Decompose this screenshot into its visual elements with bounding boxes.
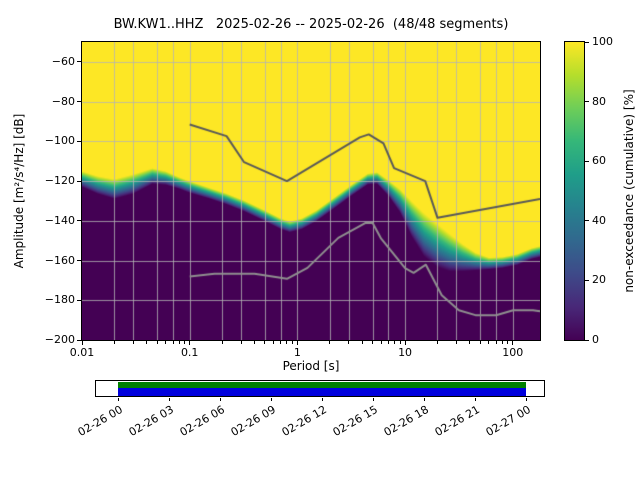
coverage-data-bar xyxy=(118,388,526,396)
y-tick-label: −160 xyxy=(44,253,75,267)
x-tick-label: 0.1 xyxy=(180,346,199,359)
colorbar-tick-label: 80 xyxy=(592,94,606,108)
x-axis-label: Period [s] xyxy=(282,359,340,373)
x-minor-tick xyxy=(455,341,457,344)
y-tick-label: −180 xyxy=(44,293,75,307)
coverage-tick xyxy=(423,398,425,401)
coverage-tick xyxy=(372,398,374,401)
y-tick xyxy=(77,140,81,142)
x-minor-tick xyxy=(372,341,374,344)
ppsd-heatmap-canvas xyxy=(82,42,540,340)
x-minor-tick xyxy=(280,341,282,344)
coverage-used-bar xyxy=(118,382,526,388)
y-tick xyxy=(77,220,81,222)
x-minor-tick xyxy=(394,341,396,344)
y-tick-label: −80 xyxy=(51,94,75,108)
coverage-tick-label: 02-26 15 xyxy=(330,403,380,439)
colorbar-tick xyxy=(585,279,589,281)
y-axis-label: Amplitude [m²/s⁴/Hz] [dB] xyxy=(12,113,26,269)
coverage-tick xyxy=(474,398,476,401)
coverage-tick-label: 02-26 21 xyxy=(432,403,482,439)
coverage-bar xyxy=(95,380,545,397)
x-minor-tick xyxy=(361,341,363,344)
x-minor-tick xyxy=(348,341,350,344)
coverage-tick xyxy=(270,398,272,401)
x-minor-tick xyxy=(329,341,331,344)
colorbar-tick-label: 100 xyxy=(592,35,613,48)
coverage-tick-label: 02-26 09 xyxy=(228,403,278,439)
x-tick xyxy=(81,341,83,345)
x-minor-tick xyxy=(132,341,134,344)
coverage-tick-label: 02-26 03 xyxy=(126,403,176,439)
x-minor-tick xyxy=(146,341,148,344)
coverage-tick xyxy=(117,398,119,401)
colorbar-tick-label: 40 xyxy=(592,213,606,227)
coverage-tick-label: 02-26 12 xyxy=(279,403,329,439)
y-tick xyxy=(77,101,81,103)
x-minor-tick xyxy=(221,341,223,344)
x-minor-tick xyxy=(165,341,167,344)
y-tick xyxy=(77,260,81,262)
x-minor-tick xyxy=(436,341,438,344)
colorbar xyxy=(564,41,585,341)
x-minor-tick xyxy=(172,341,174,344)
x-minor-tick xyxy=(495,341,497,344)
y-tick-label: −100 xyxy=(44,134,75,148)
colorbar-gradient xyxy=(565,42,584,340)
y-tick-label: −60 xyxy=(51,54,75,68)
coverage-tick-label: 02-27 00 xyxy=(483,403,533,439)
coverage-tick xyxy=(321,398,323,401)
colorbar-tick-label: 0 xyxy=(592,333,599,346)
x-minor-tick xyxy=(380,341,382,344)
plot-title: BW.KW1..HHZ 2025-02-26 -- 2025-02-26 (48… xyxy=(113,17,509,32)
colorbar-tick xyxy=(585,339,589,341)
x-minor-tick xyxy=(469,341,471,344)
x-minor-tick xyxy=(507,341,509,344)
coverage-tick xyxy=(219,398,221,401)
x-tick-label: 1 xyxy=(293,346,301,359)
x-minor-tick xyxy=(291,341,293,344)
coverage-tick xyxy=(525,398,527,401)
x-minor-tick xyxy=(387,341,389,344)
y-tick-label: −140 xyxy=(44,213,75,227)
x-minor-tick xyxy=(272,341,274,344)
x-minor-tick xyxy=(156,341,158,344)
x-tick-label: 100 xyxy=(502,346,524,359)
x-minor-tick xyxy=(240,341,242,344)
x-minor-tick xyxy=(178,341,180,344)
colorbar-tick xyxy=(585,41,589,43)
x-tick xyxy=(296,341,298,345)
x-minor-tick xyxy=(264,341,266,344)
x-minor-tick xyxy=(479,341,481,344)
x-minor-tick xyxy=(113,341,115,344)
colorbar-tick xyxy=(585,101,589,103)
x-minor-tick xyxy=(286,341,288,344)
y-tick xyxy=(77,339,81,341)
x-tick xyxy=(189,341,191,345)
coverage-tick-label: 02-26 18 xyxy=(381,403,431,439)
x-tick-label: 0.01 xyxy=(69,346,95,359)
x-minor-tick xyxy=(184,341,186,344)
x-tick-label: 10 xyxy=(398,346,413,359)
y-tick xyxy=(77,299,81,301)
y-tick-label: −120 xyxy=(44,174,75,188)
y-tick xyxy=(77,61,81,63)
y-tick-label: −200 xyxy=(44,333,75,346)
x-tick xyxy=(404,341,406,345)
x-minor-tick xyxy=(254,341,256,344)
x-minor-tick xyxy=(399,341,401,344)
colorbar-label: non-exceedance (cumulative) [%] xyxy=(622,89,636,293)
coverage-tick-label: 02-26 00 xyxy=(75,403,125,439)
colorbar-tick xyxy=(585,160,589,162)
colorbar-tick xyxy=(585,220,589,222)
x-minor-tick xyxy=(488,341,490,344)
coverage-tick-label: 02-26 06 xyxy=(177,403,227,439)
x-tick xyxy=(512,341,514,345)
colorbar-tick-label: 60 xyxy=(592,154,606,168)
y-tick xyxy=(77,180,81,182)
x-minor-tick xyxy=(501,341,503,344)
coverage-tick xyxy=(168,398,170,401)
colorbar-tick-label: 20 xyxy=(592,273,606,287)
